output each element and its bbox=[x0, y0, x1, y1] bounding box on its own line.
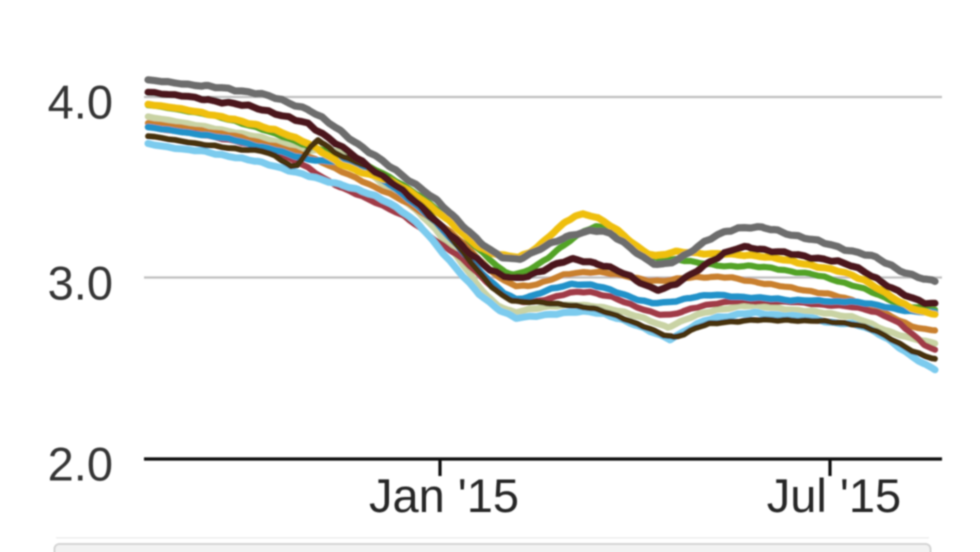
svg-text:Jul '15: Jul '15 bbox=[767, 469, 901, 522]
svg-text:Jan '15: Jan '15 bbox=[369, 469, 519, 522]
svg-text:2.0: 2.0 bbox=[48, 438, 113, 491]
svg-text:4.0: 4.0 bbox=[48, 76, 113, 129]
svg-text:3.0: 3.0 bbox=[48, 257, 113, 310]
